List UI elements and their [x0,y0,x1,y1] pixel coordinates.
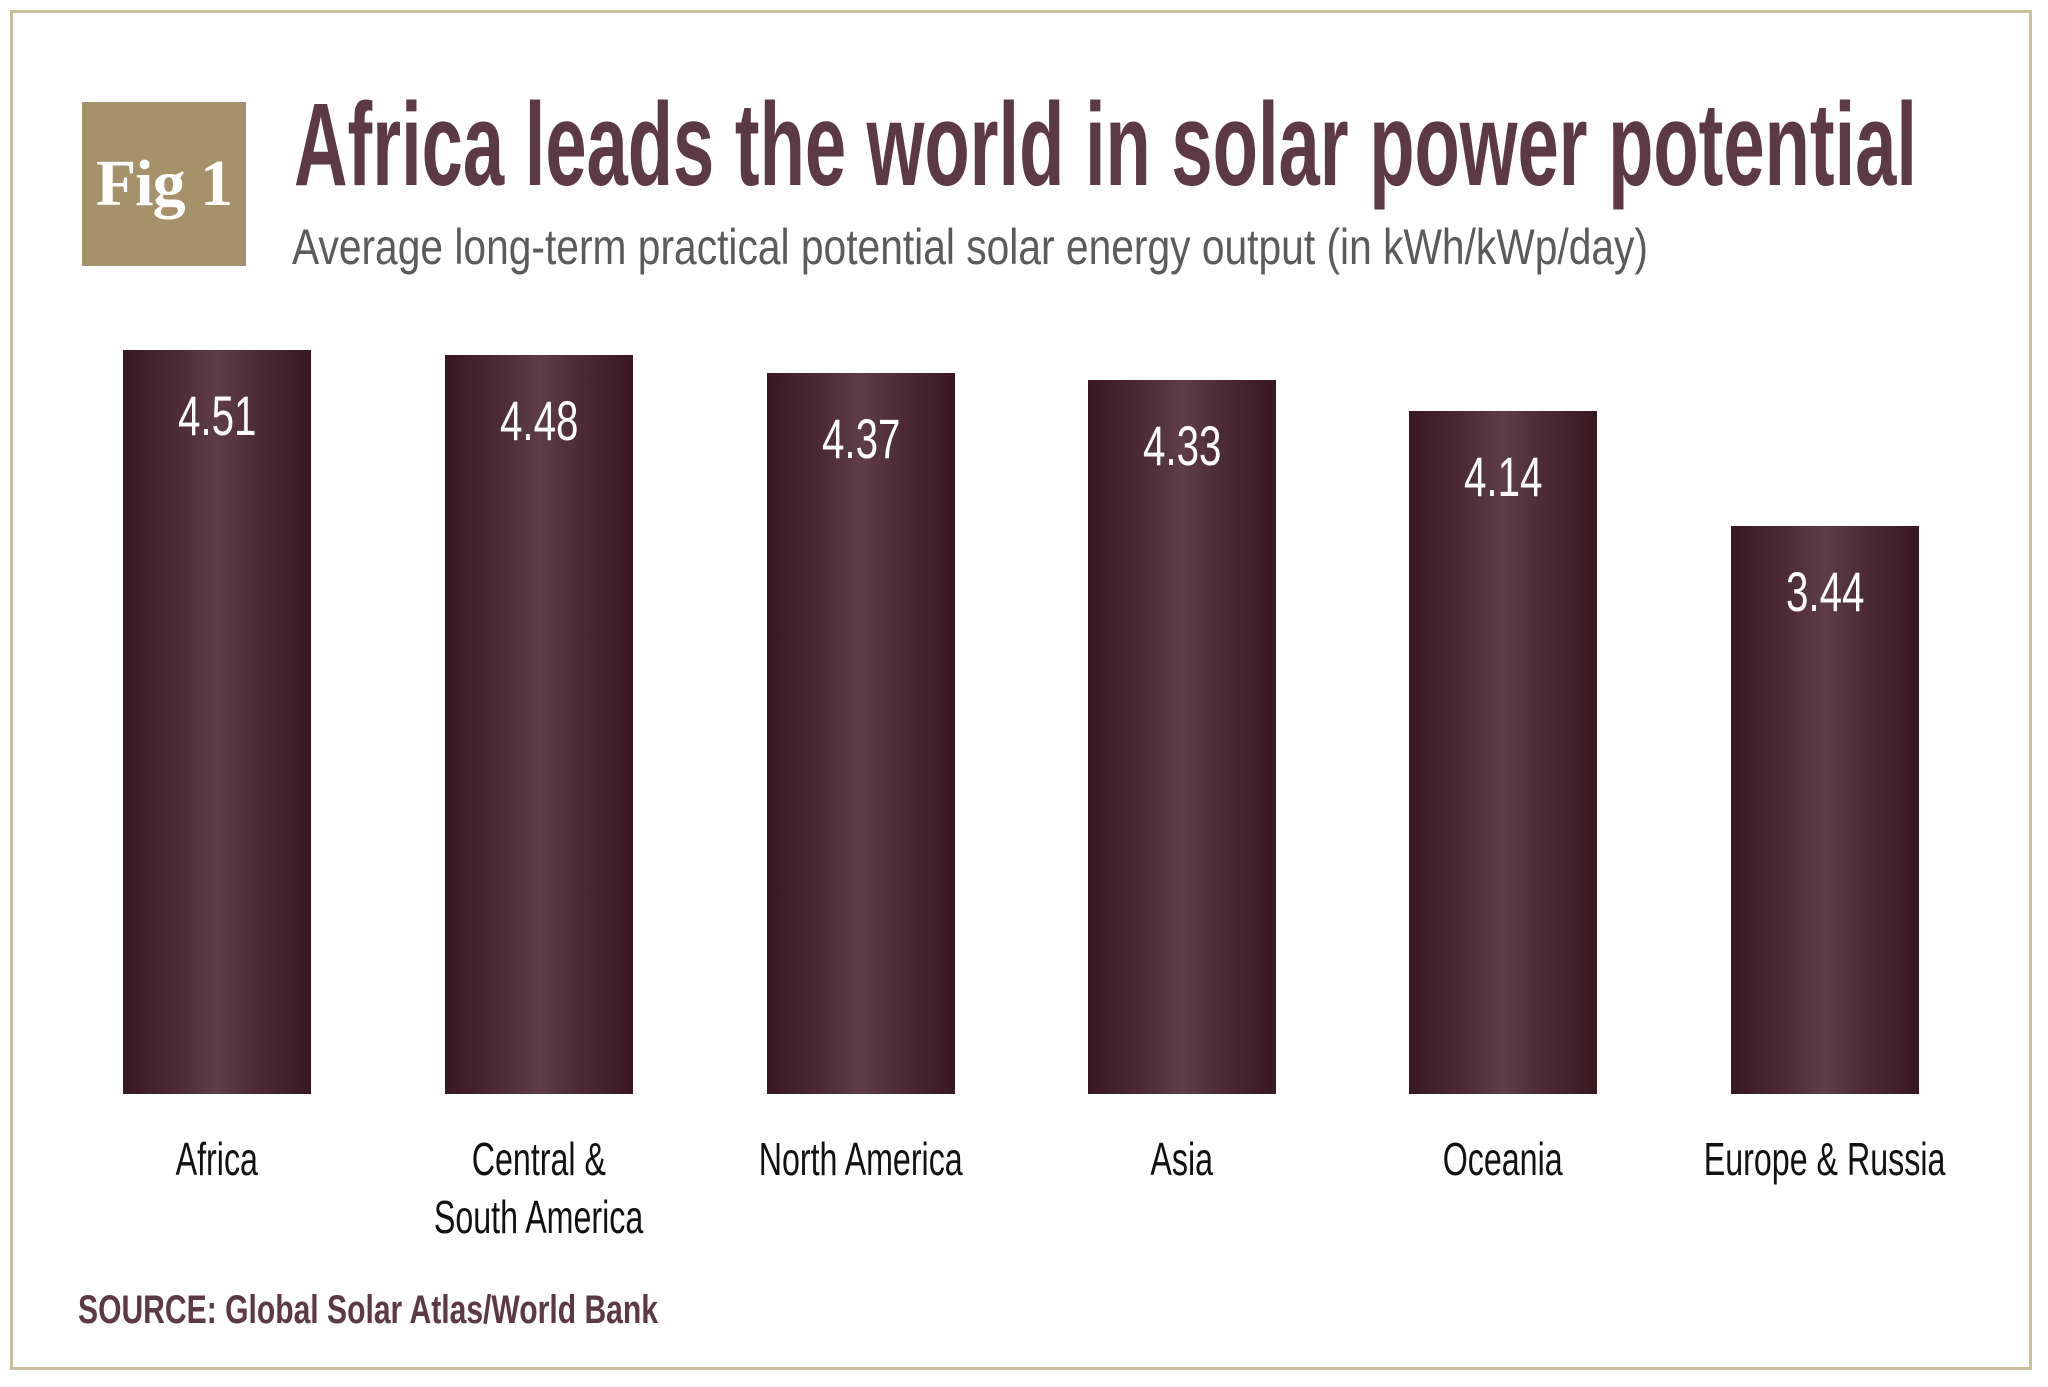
category-label: Central & South America [339,1130,739,1246]
bar-north-america [767,372,955,1094]
category-label: Europe & Russia [1625,1130,2025,1188]
fig-badge-label: Fig 1 [95,147,233,220]
bar-oceania [1409,410,1597,1094]
category-label: Oceania [1303,1130,1703,1188]
value-label: 4.14 [1463,444,1543,508]
source-note: SOURCE: Global Solar Atlas/World Bank [78,1288,658,1332]
bar-europe-russia [1731,526,1919,1094]
value-label: 4.33 [1142,413,1222,477]
category-label: Asia [982,1130,1382,1188]
chart-title: Africa leads the world in solar power po… [294,79,1917,211]
chart-frame [10,10,2032,1370]
category-label: North America [661,1130,1061,1188]
category-label-line: South America [434,1191,644,1243]
value-label: 4.37 [821,406,901,470]
category-label-line: North America [758,1133,964,1185]
category-label-line: Central & [471,1133,607,1185]
value-label: 3.44 [1785,560,1865,624]
category-label: Africa [17,1130,417,1188]
category-label-line: Oceania [1443,1133,1563,1185]
value-label: 4.48 [499,388,579,452]
category-label-line: Asia [1150,1133,1214,1185]
chart-subtitle: Average long-term practical potential so… [292,219,1648,275]
bar-central-south-america [445,354,633,1094]
value-label: 4.51 [177,383,257,447]
category-label-line: Africa [175,1133,259,1185]
fig-badge: Fig 1 [82,102,246,266]
bar-asia [1088,379,1276,1094]
category-label-line: Europe & Russia [1704,1133,1946,1185]
bar-africa [123,349,311,1094]
